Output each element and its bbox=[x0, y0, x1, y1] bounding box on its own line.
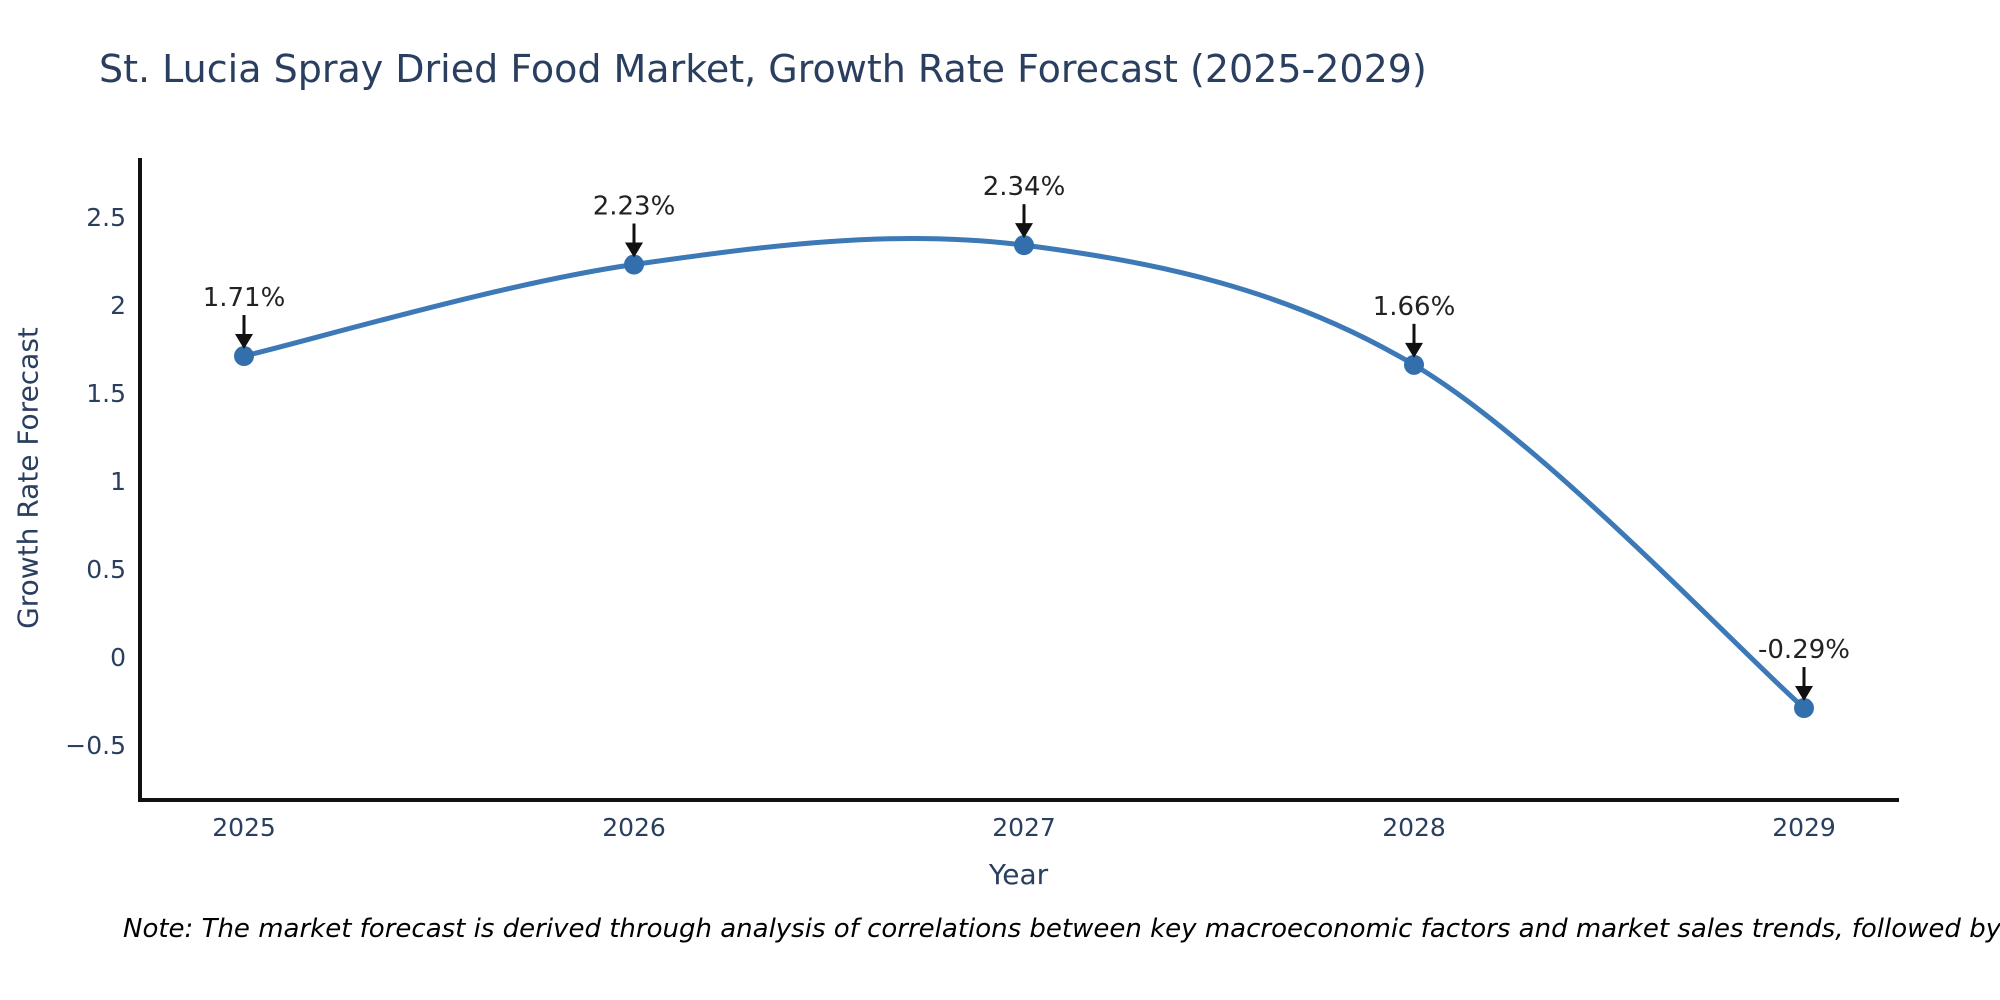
annotation-label: 1.66% bbox=[1373, 292, 1456, 322]
x-axis-title: Year bbox=[988, 858, 1049, 891]
axis-lines bbox=[138, 158, 1899, 802]
y-tick-label: 0 bbox=[110, 643, 126, 672]
annotation-label: 2.34% bbox=[983, 172, 1066, 202]
data-point-2027[interactable] bbox=[1014, 235, 1034, 256]
data-point-2025[interactable] bbox=[234, 346, 254, 367]
data-point-2026[interactable] bbox=[624, 254, 644, 275]
annotation-label: 2.23% bbox=[593, 192, 676, 222]
chart-title: St. Lucia Spray Dried Food Market, Growt… bbox=[99, 47, 1427, 91]
annotation-arrow-head bbox=[625, 242, 643, 258]
y-tick-label: −0.5 bbox=[65, 731, 126, 760]
x-tick-label: 2025 bbox=[212, 813, 276, 842]
y-tick-label: 1.5 bbox=[86, 379, 126, 408]
y-tick-label: 0.5 bbox=[86, 555, 126, 584]
annotation-label: 1.71% bbox=[203, 283, 286, 313]
y-tick-label: 2 bbox=[110, 291, 126, 320]
x-tick-label: 2029 bbox=[1772, 813, 1836, 842]
annotation-arrow-head bbox=[235, 334, 253, 350]
footnote: Note: The market forecast is derived thr… bbox=[123, 914, 2000, 944]
x-tick-label: 2027 bbox=[992, 813, 1056, 842]
data-point-2028[interactable] bbox=[1404, 354, 1424, 375]
annotation-arrow-head bbox=[1405, 342, 1423, 358]
annotation-arrow-head bbox=[1795, 686, 1813, 702]
annotation-label: -0.29% bbox=[1758, 635, 1850, 665]
data-point-2029[interactable] bbox=[1794, 698, 1814, 719]
y-tick-label: 2.5 bbox=[86, 203, 126, 232]
y-tick-label: 1 bbox=[110, 467, 126, 496]
x-tick-label: 2026 bbox=[602, 813, 666, 842]
forecast-line bbox=[241, 235, 1807, 711]
x-tick-label: 2028 bbox=[1382, 813, 1446, 842]
annotation-arrow-head bbox=[1015, 223, 1033, 239]
